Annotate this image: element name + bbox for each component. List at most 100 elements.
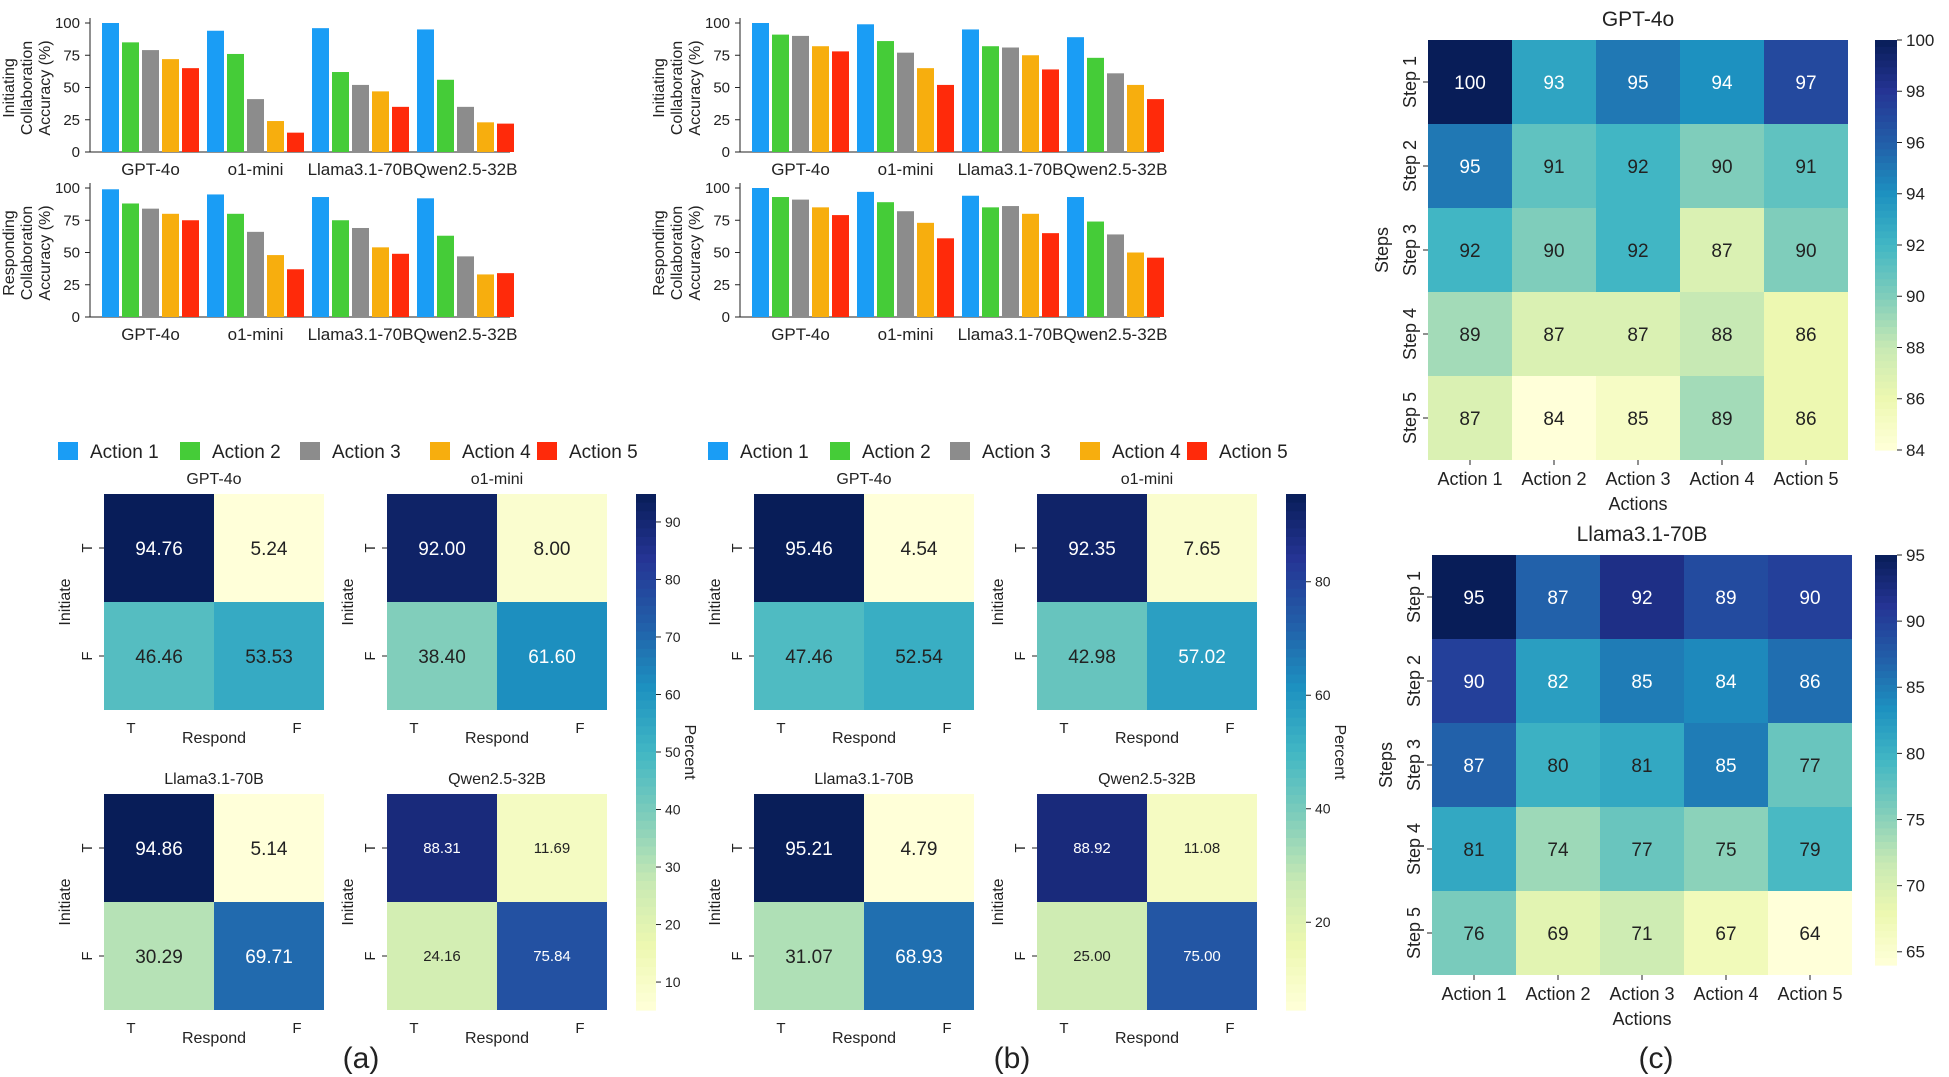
heatmap-cell — [1428, 124, 1512, 208]
bar-o1-mini-action-5 — [287, 269, 304, 317]
colorbar-segment — [1875, 910, 1897, 918]
colorbar-segment — [1875, 760, 1897, 768]
heatmap-cell-value: 89 — [1459, 325, 1480, 346]
colorbar-segment — [1286, 614, 1306, 624]
x-axis-label: Respond — [832, 1030, 896, 1047]
y-tick-label: Step 4 — [1400, 308, 1420, 360]
panel-c-llama-heatmap: Llama3.1-70B 95 87 92 89 90 90 82 85 84 86 87 80 81 85… — [1376, 523, 1925, 1029]
colorbar-segment — [1875, 204, 1897, 212]
heatmap-cell-value: 92 — [1459, 241, 1480, 262]
colorbar-tick-label: 85 — [1906, 678, 1925, 697]
heatmap-cell — [1684, 639, 1768, 723]
matrix-cell-value: 75.00 — [1183, 948, 1221, 965]
x-tick-label: Llama3.1-70B — [958, 160, 1064, 179]
heatmap-cell — [1684, 807, 1768, 891]
colorbar-segment — [1875, 374, 1897, 383]
colorbar-segment — [636, 640, 656, 650]
colorbar-segment — [636, 717, 656, 727]
colorbar-segment — [636, 786, 656, 796]
colorbar-label: Percent — [681, 724, 698, 780]
matrix-cell-value: 92.00 — [418, 539, 466, 560]
heatmap-cell — [1600, 723, 1684, 807]
colorbar-segment — [1875, 705, 1897, 713]
heatmap-cell — [1428, 208, 1512, 292]
colorbar-segment — [636, 838, 656, 848]
matrix-cell-value: 68.93 — [895, 947, 943, 968]
bar-gpt-4o-action-5 — [832, 51, 849, 152]
y-tick-label: T — [729, 543, 746, 552]
colorbar-segment — [636, 657, 656, 667]
colorbar-segment — [1875, 582, 1897, 590]
panel-b-confusion-matrices: GPT-4o 95.46 4.54 47.46 52.54 T F Initiate T F Res… — [707, 471, 1348, 1047]
bar-qwen2-5-32b-action-1 — [417, 198, 434, 317]
matrix-cell — [1147, 902, 1257, 1010]
colorbar-segment — [636, 502, 656, 512]
panel-label-a: (a) — [343, 1042, 380, 1075]
y-tick-label: T — [79, 843, 96, 852]
x-tick-label: T — [409, 720, 418, 737]
bar-llama3-1-70b-action-1 — [312, 28, 329, 152]
x-tick-label: T — [409, 1020, 418, 1037]
y-tick-label: T — [1012, 543, 1029, 552]
heatmap-cell-value: 89 — [1711, 409, 1732, 430]
colorbar-segment — [1875, 94, 1897, 103]
colorbar-segment — [636, 588, 656, 598]
colorbar-segment — [1875, 46, 1897, 55]
colorbar-segment — [1875, 53, 1897, 62]
heatmap-cell-value: 67 — [1715, 924, 1736, 945]
colorbar-segment — [1875, 128, 1897, 137]
colorbar-segment — [636, 674, 656, 684]
matrix-cell — [754, 902, 864, 1010]
bar-gpt-4o-action-2 — [772, 197, 789, 317]
matrix-cell — [104, 494, 214, 602]
colorbar-segment — [1286, 932, 1306, 942]
colorbar-segment — [1875, 231, 1897, 239]
heatmap-cell-value: 74 — [1547, 840, 1569, 861]
colorbar-segment — [1875, 787, 1897, 795]
y-tick-label: F — [1012, 951, 1029, 960]
bar-qwen2-5-32b-action-5 — [1147, 99, 1164, 152]
x-tick-label: Action 3 — [1609, 984, 1674, 1004]
y-tick-label: Step 4 — [1404, 823, 1424, 875]
colorbar-segment — [1286, 623, 1306, 633]
matrix-cell — [497, 902, 607, 1010]
heatmap-cell — [1516, 555, 1600, 639]
x-axis-label: Respond — [832, 730, 896, 747]
colorbar: 10 20 30 40 50 60 70 80 90 Percent — [636, 494, 698, 1011]
y-tick-label: Step 3 — [1400, 224, 1420, 276]
colorbar-tick-label: 84 — [1906, 441, 1925, 460]
heatmap-cell-value: 95 — [1463, 588, 1484, 609]
colorbar-segment — [1875, 794, 1897, 802]
matrix-cell-value: 30.29 — [135, 947, 183, 968]
heatmap-cell — [1680, 208, 1764, 292]
bar-qwen2-5-32b-action-5 — [1147, 257, 1164, 317]
colorbar-segment — [636, 648, 656, 658]
heatmap-cell-value: 69 — [1547, 924, 1568, 945]
colorbar-segment — [1286, 949, 1306, 959]
colorbar-segment — [1286, 786, 1306, 796]
matrix-cell-value: 75.84 — [533, 948, 571, 965]
colorbar-segment — [1875, 258, 1897, 267]
y-tick-label: 25 — [63, 112, 80, 129]
colorbar-segment — [1875, 67, 1897, 75]
bar-qwen2-5-32b-action-4 — [1127, 252, 1144, 317]
bar-qwen2-5-32b-action-2 — [437, 79, 454, 152]
x-tick-label: Action 1 — [1441, 984, 1506, 1004]
legend-swatch-action-4 — [430, 442, 450, 460]
y-tick-label: T — [79, 543, 96, 552]
bar-llama3-1-70b-action-5 — [392, 106, 409, 152]
heatmap-cell-value: 89 — [1715, 588, 1736, 609]
colorbar-segment — [1875, 773, 1897, 782]
colorbar-segment — [1875, 60, 1897, 68]
x-tick-label: T — [1059, 720, 1068, 737]
colorbar-segment — [1875, 917, 1897, 925]
matrix-cell — [1147, 602, 1257, 710]
heatmap-cell — [1684, 555, 1768, 639]
bar-o1-mini-action-2 — [227, 213, 244, 317]
colorbar-segment — [1875, 409, 1897, 417]
colorbar-tick-label: 95 — [1906, 546, 1925, 565]
heatmap-cell — [1516, 891, 1600, 975]
bar-qwen2-5-32b-action-2 — [437, 235, 454, 317]
colorbar-segment — [1286, 502, 1306, 512]
matrix-cell — [387, 602, 497, 710]
